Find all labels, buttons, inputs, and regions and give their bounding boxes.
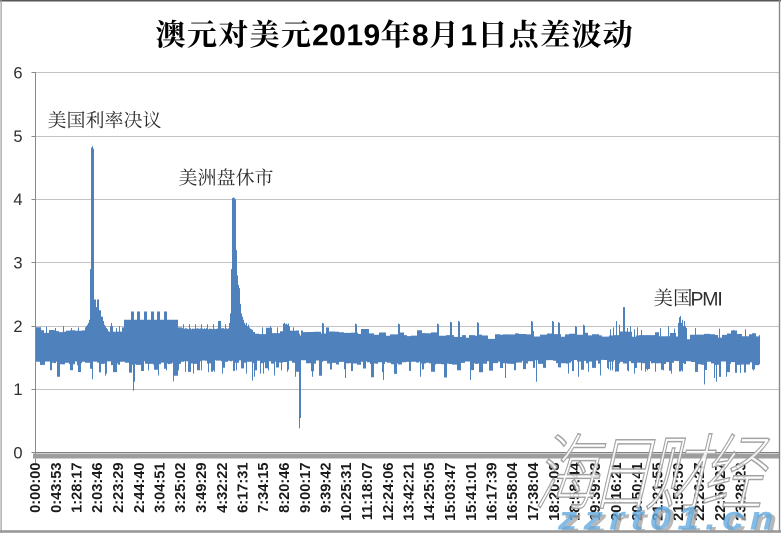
svg-text:12:24:06: 12:24:06 bbox=[381, 463, 397, 521]
svg-text:3:04:51: 3:04:51 bbox=[153, 463, 169, 513]
svg-text:20:16:21: 20:16:21 bbox=[609, 463, 625, 521]
svg-text:16:58:04: 16:58:04 bbox=[505, 462, 521, 521]
svg-text:20:50:41: 20:50:41 bbox=[630, 463, 646, 521]
svg-text:6:17:31: 6:17:31 bbox=[236, 463, 252, 513]
svg-text:14:25:05: 14:25:05 bbox=[422, 463, 438, 521]
svg-text:1:28:17: 1:28:17 bbox=[70, 463, 86, 513]
svg-text:7:34:15: 7:34:15 bbox=[256, 463, 272, 513]
svg-text:6: 6 bbox=[13, 64, 22, 82]
svg-text:4: 4 bbox=[13, 191, 22, 209]
svg-text:11:18:07: 11:18:07 bbox=[360, 463, 376, 521]
svg-text:9:00:17: 9:00:17 bbox=[298, 463, 314, 513]
svg-text:5: 5 bbox=[13, 128, 22, 146]
svg-text:4:32:22: 4:32:22 bbox=[215, 463, 231, 513]
svg-text:0: 0 bbox=[13, 445, 22, 463]
svg-text:17:38:04: 17:38:04 bbox=[526, 462, 542, 521]
svg-text:15:03:47: 15:03:47 bbox=[443, 463, 459, 521]
svg-text:PMI: PMI bbox=[691, 289, 722, 311]
svg-text:21:21:55: 21:21:55 bbox=[651, 463, 667, 521]
svg-text:16:17:39: 16:17:39 bbox=[485, 463, 501, 521]
svg-text:0:43:53: 0:43:53 bbox=[49, 463, 65, 513]
svg-text:0:00:00: 0:00:00 bbox=[28, 463, 44, 513]
svg-text:3: 3 bbox=[13, 254, 22, 272]
svg-text:2: 2 bbox=[13, 318, 22, 336]
svg-text:3:49:29: 3:49:29 bbox=[194, 463, 210, 513]
svg-text:2:23:29: 2:23:29 bbox=[111, 463, 127, 513]
svg-text:zzrt01.cn: zzrt01.cn bbox=[560, 501, 781, 535]
svg-text:10:25:31: 10:25:31 bbox=[339, 463, 355, 521]
svg-text:13:42:21: 13:42:21 bbox=[402, 463, 418, 521]
svg-text:15:41:01: 15:41:01 bbox=[464, 463, 480, 521]
svg-text:22:26:27: 22:26:27 bbox=[692, 463, 708, 521]
svg-text:1: 1 bbox=[13, 381, 22, 399]
svg-text:9:39:42: 9:39:42 bbox=[319, 463, 335, 513]
svg-text:2:03:46: 2:03:46 bbox=[90, 463, 106, 513]
svg-text:2:44:40: 2:44:40 bbox=[132, 463, 148, 513]
svg-text:8:20:46: 8:20:46 bbox=[277, 463, 293, 513]
svg-text:3:25:02: 3:25:02 bbox=[173, 463, 189, 513]
svg-text:zzrt01.cn: zzrt01.cn bbox=[557, 499, 780, 535]
